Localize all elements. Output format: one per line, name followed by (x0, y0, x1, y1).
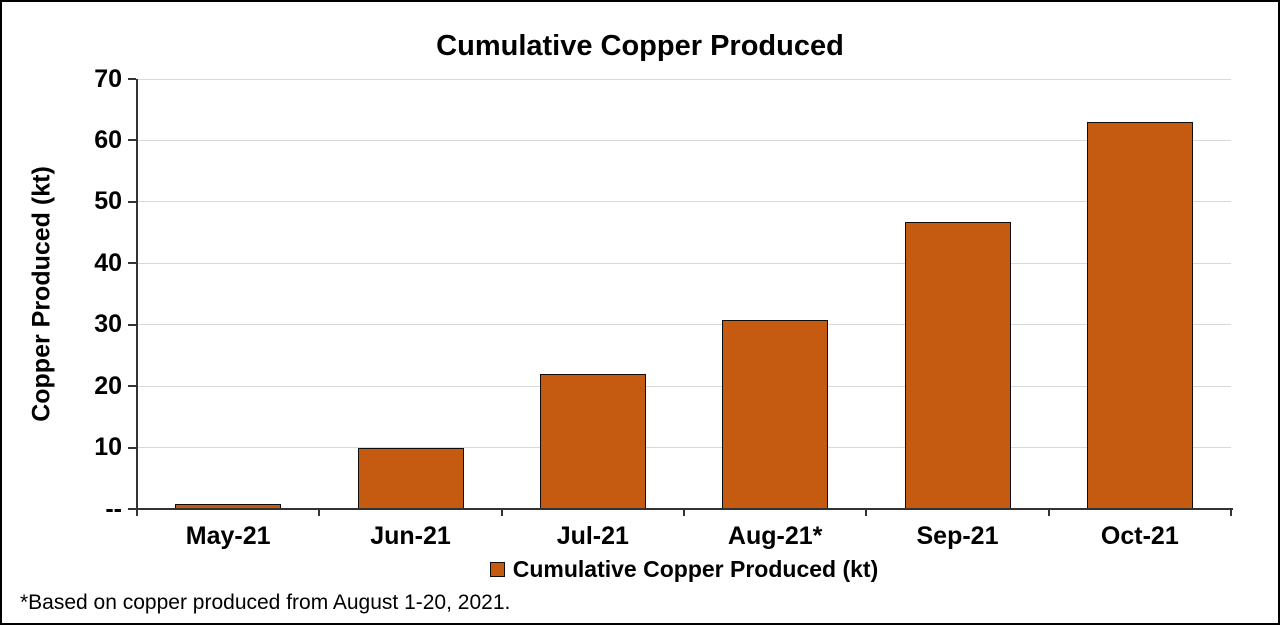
x-tick-mark-5 (1047, 508, 1050, 516)
legend-marker-square (489, 561, 505, 577)
y-tick-label-50: 50 (94, 187, 122, 216)
x-tick-mark-0 (136, 508, 138, 516)
y-tick-mark-30 (128, 323, 136, 326)
bar-jun-21 (357, 448, 464, 509)
y-tick-mark-50 (128, 200, 136, 203)
x-tick-mark-3 (683, 508, 685, 516)
bar-oct-21 (1086, 122, 1193, 509)
x-tick-label-may-21: May-21 (185, 522, 271, 550)
gridline-70 (137, 78, 1231, 80)
x-tick-label-jun-21: Jun-21 (370, 522, 451, 550)
y-tick-mark-40 (128, 262, 136, 265)
bar-may-21 (175, 504, 282, 509)
y-tick-label-10: 10 (94, 433, 122, 462)
y-tick-mark-20 (128, 385, 136, 388)
bar-jul-21 (539, 373, 646, 509)
bar-sep-21 (904, 221, 1011, 509)
bar-aug-21 (722, 319, 829, 509)
y-tick-mark-70 (128, 78, 136, 80)
y-axis-line (135, 79, 138, 509)
y-tick-label-70: 70 (94, 64, 122, 93)
legend-label: Cumulative Copper Produced (kt) (512, 556, 879, 582)
y-tick-mark-60 (128, 139, 136, 142)
x-tick-mark-4 (865, 508, 868, 516)
gridline-50 (137, 201, 1231, 203)
gridline-60 (137, 139, 1231, 141)
plot-area (137, 78, 1231, 509)
y-tick-label-40: 40 (94, 248, 122, 277)
x-tick-label-oct-21: Oct-21 (1100, 522, 1179, 550)
footnote: *Based on copper produced from August 1-… (20, 591, 511, 614)
gridline-30 (137, 324, 1231, 326)
chart-title: Cumulative Copper Produced (436, 30, 844, 62)
x-tick-mark-2 (500, 508, 503, 516)
x-tick-mark-1 (318, 508, 321, 516)
y-tick-mark-0 (128, 508, 136, 510)
y-tick-mark-10 (128, 446, 136, 449)
gridline-40 (137, 262, 1231, 264)
x-tick-label-sep-21: Sep-21 (916, 522, 999, 550)
legend: Cumulative Copper Produced (kt) (137, 557, 1231, 581)
gridline-20 (137, 385, 1231, 387)
x-tick-label-jul-21: Jul-21 (556, 522, 629, 550)
gridline-10 (137, 447, 1231, 449)
y-tick-label-20: 20 (94, 371, 122, 400)
x-tick-label-aug-21: Aug-21* (727, 522, 823, 550)
y-tick-label-zero: -- (105, 494, 122, 523)
y-tick-label-60: 60 (94, 125, 122, 154)
y-tick-label-30: 30 (94, 310, 122, 339)
x-tick-mark-6 (1230, 508, 1232, 516)
